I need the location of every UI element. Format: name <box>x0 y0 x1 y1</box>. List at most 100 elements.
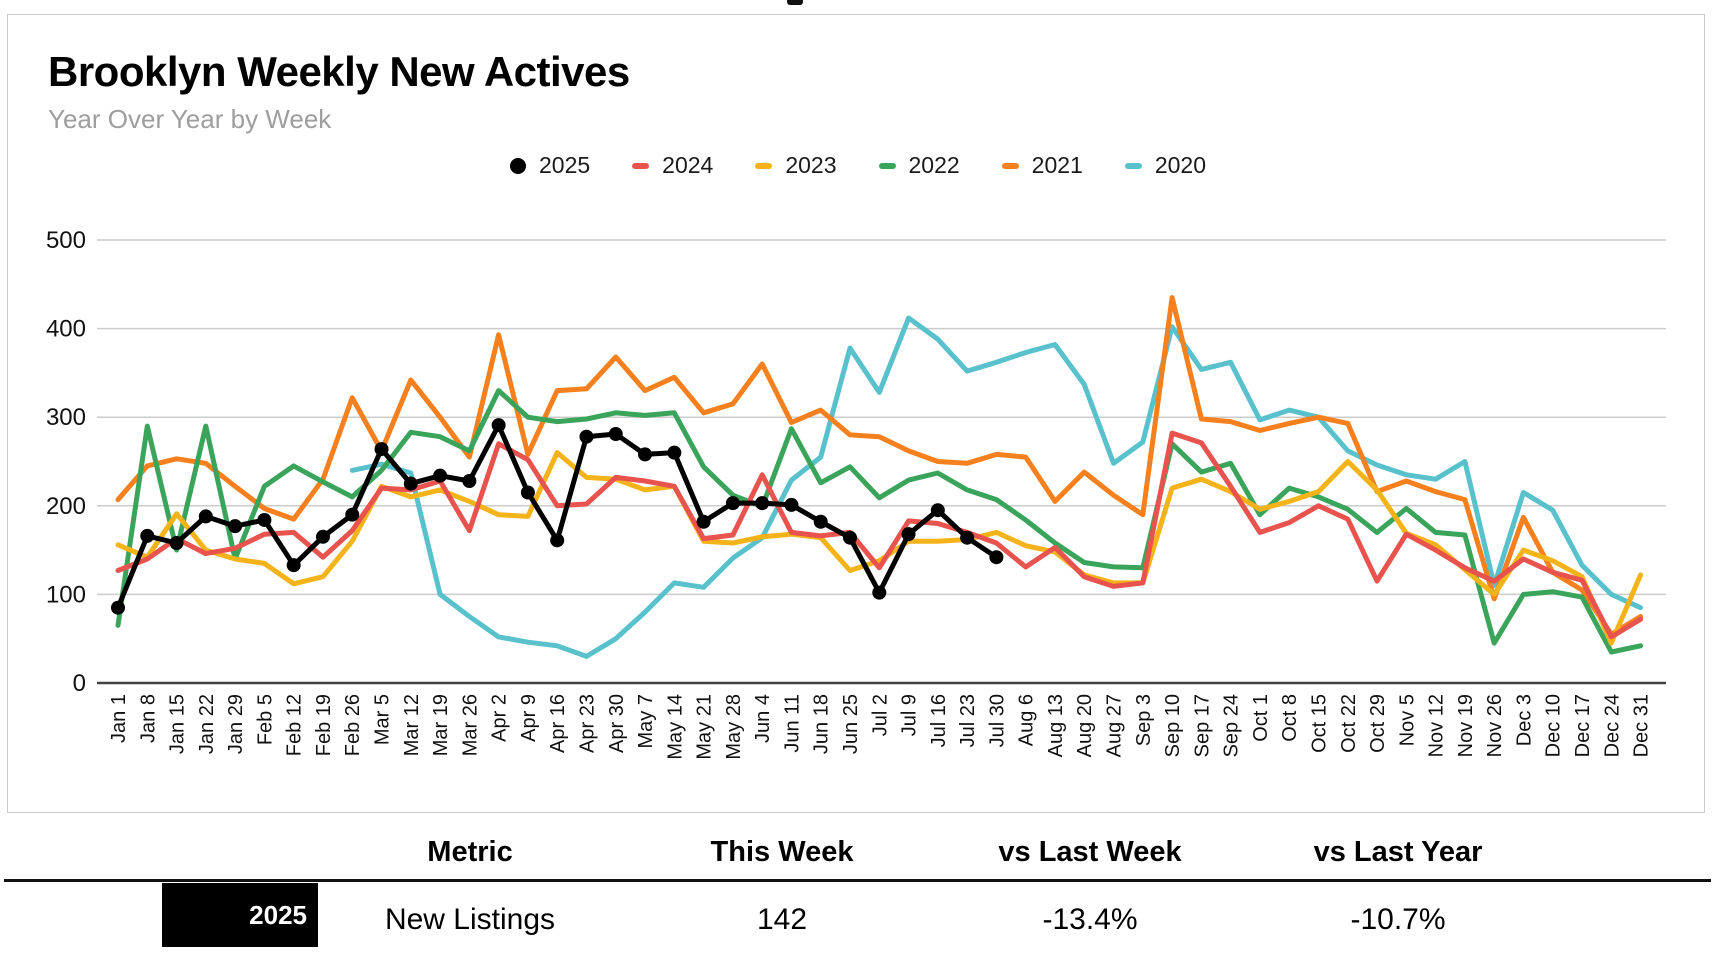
data-point-dot <box>813 514 828 529</box>
x-tick-label: Apr 23 <box>576 694 598 753</box>
x-tick-label: Feb 5 <box>254 694 276 745</box>
x-tick-label: Oct 22 <box>1338 694 1360 753</box>
x-tick-label: Nov 26 <box>1484 694 1506 757</box>
data-point-dot <box>169 536 184 551</box>
x-tick-label: Jul 16 <box>928 694 950 747</box>
x-tick-label: Mar 19 <box>430 694 452 756</box>
data-point-dot <box>638 447 653 462</box>
y-tick-label: 0 <box>73 670 86 697</box>
legend-item-2021[interactable]: 2021 <box>1001 152 1083 179</box>
legend-item-2020[interactable]: 2020 <box>1124 152 1207 179</box>
data-point-dot <box>696 514 711 529</box>
x-tick-label: May 14 <box>664 694 686 760</box>
chart-legend: 2025 2024 2023 2022 2021 2020 <box>0 152 1716 179</box>
data-point-dot <box>550 533 565 548</box>
legend-label: 2025 <box>538 152 591 178</box>
legend-item-2022[interactable]: 2022 <box>878 152 960 179</box>
x-tick-label: Jan 15 <box>167 694 189 754</box>
cell-vs-last-week: -13.4% <box>1042 903 1138 936</box>
cell-this-week: 142 <box>756 903 808 936</box>
x-tick-label: May 21 <box>694 694 716 760</box>
x-tick-label: Feb 19 <box>313 694 335 756</box>
legend-label: 2020 <box>1154 152 1207 178</box>
page-subtitle: Year Over Year by Week <box>48 104 332 134</box>
data-point-dot <box>286 558 301 573</box>
x-tick-label: Dec 24 <box>1601 694 1623 757</box>
legend-item-2025[interactable]: 2025 <box>509 152 591 179</box>
data-point-dot <box>843 530 857 545</box>
legend-swatch-2025 <box>509 157 526 174</box>
x-tick-label: Jan 22 <box>196 694 218 754</box>
legend-item-2023[interactable]: 2023 <box>755 152 837 179</box>
x-tick-label: Jun 4 <box>752 694 774 743</box>
data-point-dot <box>960 530 975 545</box>
data-point-dot <box>579 429 594 444</box>
x-tick-label: Jul 30 <box>986 694 1008 747</box>
table-divider <box>4 879 1711 882</box>
x-tick-label: Sep 3 <box>1133 694 1155 746</box>
x-tick-label: Apr 16 <box>547 694 569 753</box>
x-tick-label: Apr 2 <box>489 694 511 742</box>
x-tick-label: Mar 26 <box>459 694 481 756</box>
x-tick-label: Aug 13 <box>1045 694 1067 757</box>
y-tick-label: 300 <box>46 404 86 431</box>
legend-label: 2023 <box>785 152 837 178</box>
data-point-dot <box>608 427 623 442</box>
series-line-2021 <box>115 295 1644 637</box>
x-tick-label: Nov 19 <box>1455 694 1477 757</box>
legend-swatch-2024 <box>632 162 650 169</box>
series-line-2020 <box>349 315 1644 659</box>
cell-vs-last-year: -10.7% <box>1350 903 1446 936</box>
x-tick-label: Aug 27 <box>1104 694 1126 757</box>
clipped-overflow-fragment <box>787 0 803 5</box>
x-tick-label: Dec 10 <box>1543 694 1565 757</box>
x-tick-label: Feb 12 <box>284 694 306 756</box>
data-point-dot <box>491 418 506 433</box>
col-header-metric: Metric <box>427 836 513 868</box>
data-point-dot <box>374 442 389 457</box>
data-point-dot <box>989 550 1004 565</box>
x-tick-label: Aug 6 <box>1016 694 1038 746</box>
y-tick-label: 400 <box>46 316 86 343</box>
x-tick-label: Jun 11 <box>781 694 803 753</box>
x-tick-label: Jul 9 <box>899 694 921 736</box>
x-tick-label: Jul 2 <box>869 694 891 736</box>
x-tick-label: May 28 <box>723 694 745 760</box>
x-tick-label: Jun 25 <box>840 694 862 754</box>
x-tick-label: Mar 5 <box>372 694 394 745</box>
data-point-dot <box>315 529 330 544</box>
chart-card <box>7 14 1705 813</box>
x-tick-label: Apr 30 <box>606 694 628 753</box>
x-tick-label: Jan 1 <box>108 694 130 743</box>
data-point-dot <box>784 497 799 512</box>
legend-swatch-2023 <box>755 162 773 169</box>
legend-label: 2024 <box>662 152 714 178</box>
data-point-dot <box>228 519 243 534</box>
legend-swatch-2022 <box>878 162 896 169</box>
legend-label: 2022 <box>908 152 960 178</box>
data-point-dot <box>725 496 740 511</box>
series-line-2022 <box>115 388 1644 655</box>
x-tick-label: Oct 1 <box>1250 694 1272 742</box>
page-title: Brooklyn Weekly New Actives <box>48 48 630 95</box>
series-line-2024 <box>115 430 1644 640</box>
cell-metric: New Listings <box>384 903 556 936</box>
data-point-dot <box>433 468 448 483</box>
x-tick-label: Oct 8 <box>1279 694 1301 742</box>
x-tick-label: Aug 20 <box>1074 694 1096 757</box>
legend-swatch-2020 <box>1124 162 1142 169</box>
x-tick-label: Sep 10 <box>1162 694 1184 757</box>
year-badge: 2025 <box>162 883 318 947</box>
x-tick-label: May 7 <box>635 694 657 748</box>
x-tick-label: Jun 18 <box>811 694 833 754</box>
legend-swatch-2021 <box>1001 162 1019 169</box>
x-tick-label: Nov 5 <box>1396 694 1418 746</box>
legend-item-2024[interactable]: 2024 <box>632 152 713 179</box>
data-point-dot <box>520 485 535 500</box>
x-tick-label: Jan 29 <box>225 694 247 754</box>
x-tick-label: Dec 31 <box>1631 694 1653 757</box>
x-tick-label: Jan 8 <box>137 694 159 743</box>
x-tick-label: Sep 17 <box>1191 694 1213 757</box>
y-tick-label: 200 <box>46 493 86 520</box>
x-tick-label: Dec 3 <box>1513 694 1535 746</box>
